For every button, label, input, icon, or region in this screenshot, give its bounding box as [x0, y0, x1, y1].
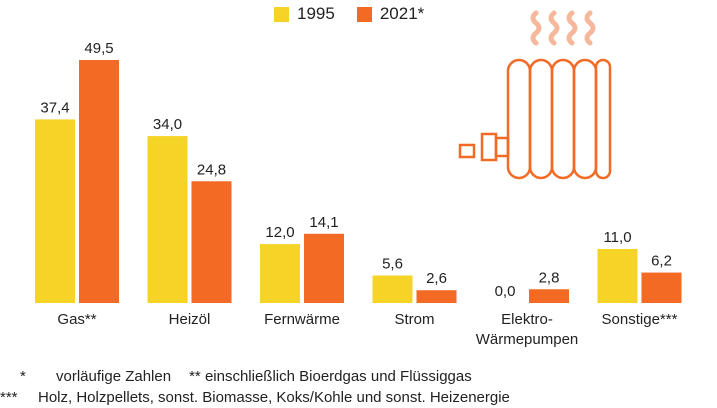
bar-1-1: [191, 181, 232, 303]
category-label-0-0: Gas**: [57, 311, 96, 328]
bar-value-label-1-0: 34,0: [153, 116, 182, 133]
bar-1-0: [147, 136, 188, 303]
category-label-4-0: Elektro-: [501, 311, 553, 328]
legend: 1995 2021*: [274, 4, 446, 24]
bar-value-label-4-0: 0,0: [495, 283, 516, 300]
category-label-4-1: Wärmepumpen: [476, 331, 579, 348]
footnote-mark-star: *: [20, 368, 26, 385]
legend-label-1995: 1995: [297, 4, 335, 23]
category-label-2-0: Fernwärme: [264, 311, 340, 328]
legend-swatch-2021: [356, 6, 372, 22]
bar-value-label-1-1: 24,8: [197, 161, 226, 178]
radiator-icon: [458, 10, 612, 180]
footnote-gas: einschließlich Bioerdgas und Flüssiggas: [204, 368, 472, 385]
footnote-provisional: vorläufige Zahlen: [56, 368, 172, 385]
category-label-5-0: Sonstige***: [602, 311, 678, 328]
bar-5-1: [641, 272, 682, 303]
footnote-line-2: *** Holz, Holzpellets, sonst. Biomasse, K…: [0, 387, 717, 408]
footnote-other: Holz, Holzpellets, sonst. Biomasse, Koks…: [38, 389, 510, 406]
bar-value-label-2-1: 14,1: [309, 214, 338, 231]
bar-3-1: [416, 290, 457, 303]
footnote-line-1: * vorläufige Zahlen ** einschließlich Bioe…: [0, 366, 717, 387]
bar-3-0: [372, 275, 413, 303]
legend-label-2021: 2021*: [379, 4, 425, 23]
footnote-mark-double-star: **: [189, 368, 201, 385]
legend-swatch-1995: [274, 6, 289, 22]
bar-2-1: [304, 233, 344, 303]
bar-2-0: [260, 244, 300, 303]
bar-value-label-0-0: 37,4: [40, 99, 69, 116]
legend-item-1995: 1995: [274, 4, 335, 24]
category-label-1-0: Heizöl: [169, 311, 211, 328]
legend-item-2021: 2021*: [356, 4, 425, 24]
footnote-mark-triple-star: ***: [0, 389, 18, 406]
bar-value-label-0-1: 49,5: [84, 40, 113, 57]
bar-0-1: [79, 60, 119, 303]
bar-0-0: [35, 119, 75, 304]
bar-value-label-5-0: 11,0: [603, 229, 631, 246]
category-label-3-0: Strom: [394, 311, 434, 328]
bar-5-0: [597, 249, 638, 303]
bar-chart: 37,4 49,5 Gas** 34,0 24,8 Heizöl 12,0 14,1 Fernw…: [35, 40, 682, 348]
bar-value-label-2-0: 12,0: [265, 224, 294, 241]
bar-value-label-4-1: 2,8: [539, 269, 560, 286]
bar-4-1: [529, 289, 569, 303]
bar-value-label-3-0: 5,6: [382, 256, 403, 273]
bar-value-label-3-1: 2,6: [426, 270, 447, 287]
bar-value-label-5-1: 6,2: [651, 253, 672, 270]
footnotes: * vorläufige Zahlen ** einschließlich Bioe…: [0, 366, 717, 408]
